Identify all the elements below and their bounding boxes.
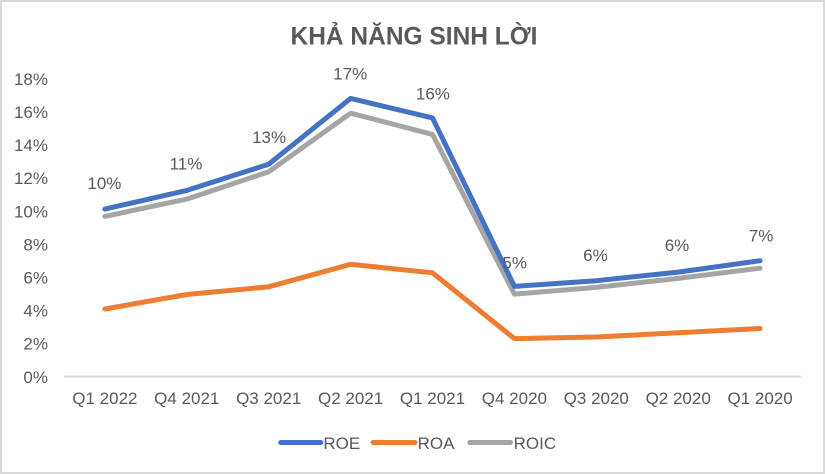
svg-text:Q1 2020: Q1 2020 — [727, 389, 792, 408]
svg-text:10%: 10% — [87, 174, 121, 193]
svg-text:ROE: ROE — [323, 434, 360, 453]
svg-text:Q4 2021: Q4 2021 — [154, 389, 219, 408]
svg-text:16%: 16% — [14, 103, 48, 122]
svg-text:Q1 2021: Q1 2021 — [400, 389, 465, 408]
svg-text:13%: 13% — [252, 128, 286, 147]
svg-text:Q4 2020: Q4 2020 — [482, 389, 547, 408]
svg-text:10%: 10% — [14, 202, 48, 221]
svg-text:ROA: ROA — [418, 434, 456, 453]
svg-text:2%: 2% — [23, 335, 48, 354]
svg-text:6%: 6% — [23, 269, 48, 288]
svg-text:14%: 14% — [14, 136, 48, 155]
svg-text:ROIC: ROIC — [514, 434, 557, 453]
svg-text:Q3 2020: Q3 2020 — [564, 389, 629, 408]
svg-text:Q2 2021: Q2 2021 — [318, 389, 383, 408]
svg-text:8%: 8% — [23, 235, 48, 254]
svg-text:7%: 7% — [749, 227, 774, 246]
svg-text:Q2 2020: Q2 2020 — [646, 389, 711, 408]
svg-text:Q1 2022: Q1 2022 — [72, 389, 137, 408]
svg-text:KHẢ NĂNG SINH LỜI: KHẢ NĂNG SINH LỜI — [291, 21, 538, 51]
svg-text:6%: 6% — [665, 236, 690, 255]
svg-text:18%: 18% — [14, 70, 48, 89]
svg-text:Q3 2021: Q3 2021 — [236, 389, 301, 408]
svg-text:17%: 17% — [333, 65, 367, 84]
svg-text:12%: 12% — [14, 169, 48, 188]
svg-text:6%: 6% — [583, 246, 608, 265]
svg-text:5%: 5% — [502, 254, 527, 273]
svg-text:0%: 0% — [23, 368, 48, 387]
svg-text:11%: 11% — [170, 154, 203, 173]
svg-text:16%: 16% — [416, 84, 450, 103]
svg-text:4%: 4% — [23, 302, 48, 321]
